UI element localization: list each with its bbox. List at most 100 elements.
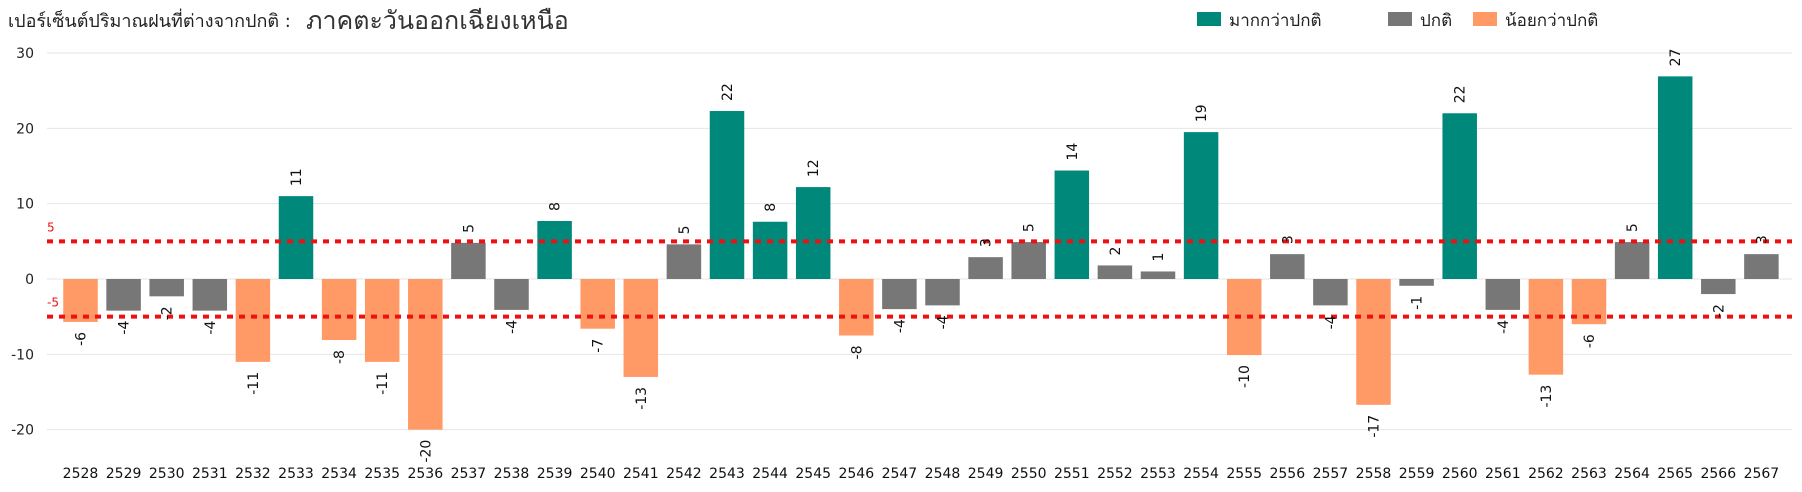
bar <box>925 279 960 306</box>
x-tick-label: 2529 <box>106 466 142 482</box>
y-tick-label: -10 <box>11 347 34 363</box>
x-tick-label: 2551 <box>1054 466 1090 482</box>
x-tick-label: 2556 <box>1269 466 1305 482</box>
data-label: 11 <box>289 168 305 186</box>
data-label: -4 <box>203 321 219 335</box>
bar <box>623 279 659 377</box>
data-label: -2 <box>160 306 176 320</box>
x-tick-label: 2560 <box>1442 466 1478 482</box>
x-tick-label: 2554 <box>1183 466 1219 482</box>
chart-title: เปอร์เซ็นต์ปริมาณฝนที่ต่างจากปกติ : <box>8 8 291 32</box>
bar <box>1399 279 1434 286</box>
data-label: 5 <box>1022 223 1038 232</box>
reference-lines: 5 -5 <box>47 220 1792 319</box>
x-tick-label: 2540 <box>580 466 616 482</box>
data-label: 22 <box>1453 85 1469 103</box>
x-tick-label: 2528 <box>63 466 99 482</box>
x-tick-label: 2537 <box>451 466 487 482</box>
bar <box>709 111 745 279</box>
x-tick-label: 2544 <box>752 466 788 482</box>
data-label: -4 <box>505 320 521 334</box>
data-labels: -6-4-2-4-1111-8-11-205-48-7-13522812-8-4… <box>74 49 1771 463</box>
x-tick-label: 2557 <box>1313 466 1349 482</box>
bar <box>235 279 271 362</box>
legend: มากกว่าปกติ ปกติ น้อยกว่าปกติ <box>1197 11 1598 31</box>
bar <box>408 279 443 430</box>
data-label: 8 <box>548 202 564 211</box>
bar <box>537 220 572 279</box>
bar <box>968 257 1003 279</box>
bar <box>1528 279 1564 375</box>
x-tick-label: 2538 <box>494 466 530 482</box>
data-label: 14 <box>1065 143 1081 161</box>
data-label: -4 <box>117 321 133 335</box>
data-label: -6 <box>1582 334 1598 348</box>
bar <box>666 244 702 279</box>
bar <box>106 279 141 311</box>
x-tick-label: 2549 <box>968 466 1004 482</box>
data-label: 27 <box>1668 49 1684 67</box>
x-tick-label: 2555 <box>1226 466 1262 482</box>
bar <box>1270 254 1305 279</box>
bar <box>1054 170 1090 279</box>
x-tick-label: 2565 <box>1657 466 1693 482</box>
data-label: -8 <box>849 345 865 359</box>
x-tick-label: 2559 <box>1399 466 1435 482</box>
data-label: -4 <box>936 315 952 329</box>
reference-line-label: 5 <box>47 220 55 234</box>
x-tick-label: 2531 <box>192 466 228 482</box>
bar <box>149 279 184 297</box>
x-tick-label: 2558 <box>1356 466 1392 482</box>
x-tick-label: 2546 <box>838 466 874 482</box>
x-tick-label: 2535 <box>364 466 400 482</box>
y-tick-label: 10 <box>16 197 34 213</box>
bar <box>882 279 917 310</box>
legend-label: มากกว่าปกติ <box>1229 11 1322 31</box>
x-tick-label: 2533 <box>278 466 314 482</box>
data-label: 1 <box>1151 253 1167 262</box>
data-label: -4 <box>1323 315 1339 329</box>
legend-swatch <box>1388 12 1412 26</box>
x-tick-label: 2539 <box>537 466 573 482</box>
x-axis: 2528 2529 2530 2531 2532 2533 2534 2535 2536 2537… <box>63 466 1780 482</box>
bar <box>1313 279 1348 306</box>
x-tick-label: 2541 <box>623 466 659 482</box>
bar <box>580 279 615 329</box>
y-tick-label: 30 <box>16 46 34 62</box>
data-label: -7 <box>591 339 607 353</box>
data-label: 22 <box>720 83 736 101</box>
bar <box>1226 279 1262 356</box>
x-tick-label: 2562 <box>1528 466 1564 482</box>
legend-swatch <box>1473 12 1497 26</box>
bar <box>1657 76 1693 279</box>
x-tick-label: 2566 <box>1700 466 1736 482</box>
data-label: 2 <box>1108 247 1124 256</box>
data-label: -10 <box>1237 365 1253 388</box>
data-label: 3 <box>1754 235 1770 244</box>
bar <box>839 279 874 336</box>
bar <box>451 242 486 279</box>
bar <box>364 279 400 362</box>
legend-swatch <box>1197 12 1221 26</box>
data-label: -13 <box>1539 385 1555 408</box>
x-tick-label: 2548 <box>925 466 961 482</box>
bar <box>278 196 314 279</box>
bar <box>1356 279 1391 405</box>
x-tick-label: 2536 <box>407 466 443 482</box>
bar <box>1442 113 1477 279</box>
bar <box>1140 271 1176 279</box>
bar <box>1097 265 1133 279</box>
data-label: -11 <box>246 372 262 395</box>
data-label: -1 <box>1410 296 1426 310</box>
bar <box>1011 242 1046 279</box>
bar <box>1614 242 1650 279</box>
data-label: -17 <box>1367 415 1383 438</box>
bar <box>1744 254 1779 279</box>
x-tick-label: 2561 <box>1485 466 1521 482</box>
bar <box>752 221 788 279</box>
data-label: -13 <box>634 387 650 410</box>
reference-line-label: -5 <box>47 296 59 310</box>
bar <box>63 279 98 322</box>
bar <box>795 187 831 279</box>
